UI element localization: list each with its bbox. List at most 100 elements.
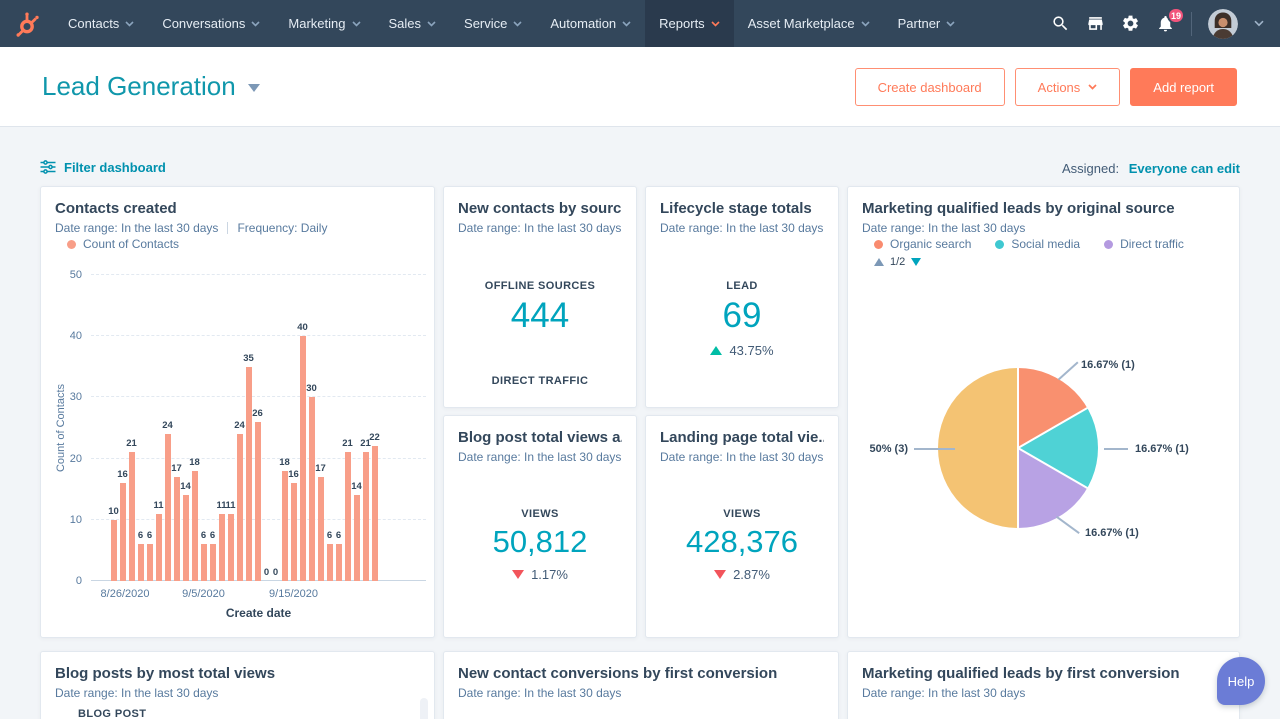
add-report-label: Add report xyxy=(1153,80,1214,95)
nav-item-automation[interactable]: Automation xyxy=(536,0,645,47)
bar-7[interactable] xyxy=(165,434,171,581)
bar-value-label: 26 xyxy=(252,409,263,419)
metric-label: VIEWS xyxy=(646,508,838,520)
bar-value-label: 10 xyxy=(108,507,119,517)
bar-1[interactable] xyxy=(111,520,117,581)
card-mql-by-original-source: Marketing qualified leads by original so… xyxy=(847,186,1240,638)
bar-6[interactable] xyxy=(156,514,162,581)
nav-item-label: Service xyxy=(464,16,507,31)
nav-item-sales[interactable]: Sales xyxy=(375,0,451,47)
metric-value: 428,376 xyxy=(646,524,838,560)
notifications-bell-icon[interactable]: 19 xyxy=(1156,14,1175,33)
hubspot-logo-icon[interactable] xyxy=(14,10,41,37)
bar-14[interactable] xyxy=(228,514,234,581)
x-axis-tick: 9/15/2020 xyxy=(269,588,318,600)
report-subtitle: Date range: In the last 30 days xyxy=(458,450,621,464)
date-range: Date range: In the last 30 days xyxy=(55,221,218,235)
kpi-offline-sources: OFFLINE SOURCES 444 xyxy=(444,280,636,336)
marketplace-icon[interactable] xyxy=(1086,14,1105,33)
account-chevron-icon[interactable] xyxy=(1254,20,1264,27)
bar-28[interactable] xyxy=(354,495,360,581)
table-column-header: BLOG POST xyxy=(78,708,146,719)
chevron-down-icon xyxy=(513,21,522,27)
assigned-value-link[interactable]: Everyone can edit xyxy=(1129,161,1240,176)
create-dashboard-button[interactable]: Create dashboard xyxy=(855,68,1005,106)
report-title: Lifecycle stage totals xyxy=(660,200,824,217)
bar-21[interactable] xyxy=(291,483,297,581)
report-title: Blog post total views a... xyxy=(458,429,622,446)
nav-item-conversations[interactable]: Conversations xyxy=(148,0,274,47)
bar-17[interactable] xyxy=(255,422,261,581)
actions-label: Actions xyxy=(1038,80,1081,95)
pager-down-icon[interactable] xyxy=(911,258,921,266)
bar-5[interactable] xyxy=(147,544,153,581)
legend-item-count-of-contacts[interactable]: Count of Contacts xyxy=(67,237,179,251)
legend-item-organic-search[interactable]: Organic search xyxy=(874,237,971,251)
bar-10[interactable] xyxy=(192,471,198,581)
bar-value-label: 17 xyxy=(315,464,326,474)
date-range: Date range: In the last 30 days xyxy=(862,686,1025,700)
nav-item-reports[interactable]: Reports xyxy=(645,0,734,47)
settings-gear-icon[interactable] xyxy=(1121,14,1140,33)
top-nav: Contacts ConversationsMarketingSales Servi… xyxy=(0,0,1280,47)
bar-13[interactable] xyxy=(219,514,225,581)
nav-item-label: Contacts xyxy=(68,16,119,31)
nav-item-marketing[interactable]: Marketing xyxy=(274,0,374,47)
bar-22[interactable] xyxy=(300,336,306,581)
bar-3[interactable] xyxy=(129,452,135,581)
search-icon[interactable] xyxy=(1051,14,1070,33)
legend-label: Direct traffic xyxy=(1120,237,1184,251)
bar-8[interactable] xyxy=(174,477,180,581)
bar-15[interactable] xyxy=(237,434,243,581)
header-buttons: Create dashboard Actions Add report xyxy=(855,68,1237,106)
bar-4[interactable] xyxy=(138,544,144,581)
bar-24[interactable] xyxy=(318,477,324,581)
title-chevron-icon xyxy=(248,84,260,92)
legend-item-social-media[interactable]: Social media xyxy=(995,237,1080,251)
filter-dashboard-control[interactable]: Filter dashboard xyxy=(40,159,166,175)
pie-seam xyxy=(1017,368,1019,448)
card-landing-page-total-views: Landing page total vie... Date range: In… xyxy=(645,415,839,638)
metric-label: VIEWS xyxy=(444,508,636,520)
metric-label: OFFLINE SOURCES xyxy=(444,280,636,292)
bar-2[interactable] xyxy=(120,483,126,581)
nav-item-label: Automation xyxy=(550,16,616,31)
report-title: Marketing qualified leads by original so… xyxy=(862,200,1225,217)
nav-item-contacts[interactable]: Contacts xyxy=(54,0,148,47)
nav-item-asset-marketplace[interactable]: Asset Marketplace xyxy=(734,0,884,47)
chevron-down-icon xyxy=(622,21,631,27)
bar-29[interactable] xyxy=(363,452,369,581)
user-avatar[interactable] xyxy=(1208,9,1238,39)
report-subtitle: Date range: In the last 30 days xyxy=(660,450,823,464)
card-blog-post-total-views: Blog post total views a... Date range: I… xyxy=(443,415,637,638)
dashboard-title-selector[interactable]: Lead Generation xyxy=(42,71,260,102)
add-report-button[interactable]: Add report xyxy=(1130,68,1237,106)
bar-30[interactable] xyxy=(372,446,378,581)
bar-11[interactable] xyxy=(201,544,207,581)
assigned-status: Assigned: Everyone can edit xyxy=(1062,161,1240,176)
bar-16[interactable] xyxy=(246,367,252,581)
help-button[interactable]: Help xyxy=(1217,657,1265,705)
bar-value-label: 16 xyxy=(117,470,128,480)
actions-button[interactable]: Actions xyxy=(1015,68,1121,106)
legend-item-direct-traffic[interactable]: Direct traffic xyxy=(1104,237,1184,251)
table-scrollbar[interactable] xyxy=(420,698,428,719)
bar-value-label: 30 xyxy=(306,384,317,394)
nav-right-actions: 19 xyxy=(1051,0,1264,47)
metric-value: 444 xyxy=(444,296,636,336)
bar-12[interactable] xyxy=(210,544,216,581)
nav-item-partner[interactable]: Partner xyxy=(884,0,970,47)
bar-27[interactable] xyxy=(345,452,351,581)
bar-25[interactable] xyxy=(327,544,333,581)
kpi-views: VIEWS 428,376 2.87% xyxy=(646,508,838,582)
chevron-down-icon xyxy=(125,21,134,27)
hubspot-dashboard-page: Contacts ConversationsMarketingSales Servi… xyxy=(0,0,1280,719)
nav-item-service[interactable]: Service xyxy=(450,0,536,47)
delta-indicator: 43.75% xyxy=(646,343,838,358)
legend-label: Organic search xyxy=(890,237,971,251)
bar-23[interactable] xyxy=(309,397,315,581)
bar-9[interactable] xyxy=(183,495,189,581)
pager-up-icon[interactable] xyxy=(874,258,884,266)
bar-20[interactable] xyxy=(282,471,288,581)
bar-26[interactable] xyxy=(336,544,342,581)
